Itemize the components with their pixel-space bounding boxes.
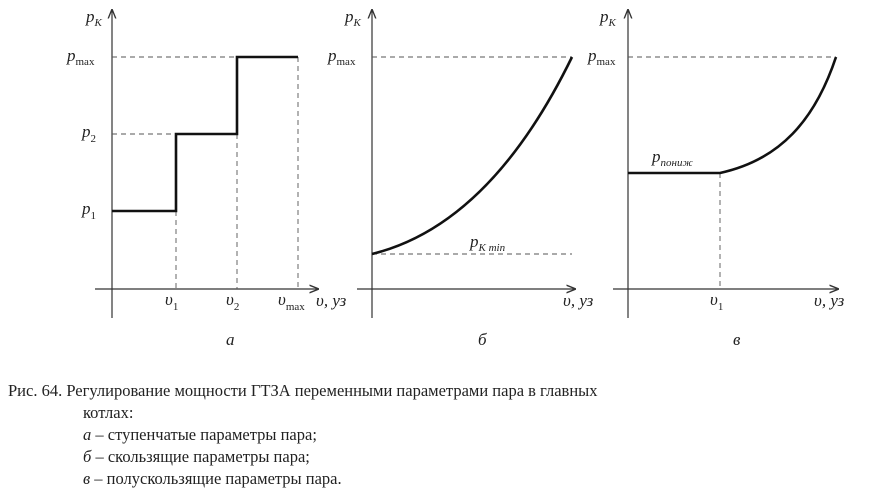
panel-a-caption-letter: а [226,330,235,349]
panel-b-pmax-label: pmax [327,46,356,68]
panel-a-p2-label: p2 [81,122,96,145]
panel-a-vmax-label: υmax [278,290,305,313]
caption-item-b: б – скользящие параметры пара; [8,446,858,468]
panel-b-pkmin-label: pK min [469,232,506,254]
panel-c-caption-letter: в [733,330,741,349]
panel-c-v1-label: υ1 [710,290,723,313]
panel-a-v1-label: υ1 [165,290,178,313]
caption-item-a: а – ступенчатые параметры пара; [8,424,858,446]
panel-a-pmax-label: pmax [66,46,95,68]
panel-a-x-axis-label: υ, уз [316,291,347,310]
caption-title: Рис. 64. Регулирование мощности ГТЗА пер… [8,381,598,400]
figure-caption: Рис. 64. Регулирование мощности ГТЗА пер… [8,380,858,490]
panel-c-semisliding-curve [628,56,838,175]
caption-item-b-letter: б [83,447,92,466]
panel-b-x-axis-label: υ, уз [563,291,594,310]
caption-item-a-text: – ступенчатые параметры пара; [91,425,317,444]
figure-diagrams: pК υ, уз pmax p2 p1 υ1 υ2 υmax а pК υ, у… [66,7,845,349]
panel-c-pmax-label: pmax [587,46,616,68]
caption-item-b-text: – скользящие параметры пара; [91,447,310,466]
panel-a: pК υ, уз pmax p2 p1 υ1 υ2 υmax а [66,7,347,349]
panel-c: pК υ, уз pmax pпониж υ1 в [587,7,845,349]
caption-title-continued: котлах: [83,403,134,422]
caption-item-c: в – полускользящие параметры пара. [8,468,858,490]
panel-c-x-axis-label: υ, уз [814,291,845,310]
panel-c-ponizh-label: pпониж [651,147,693,169]
panel-a-p1-label: p1 [81,199,96,222]
caption-item-c-letter: в [83,469,91,488]
panel-c-y-axis-label: pК [599,7,617,29]
panel-b-y-axis-label: pК [344,7,362,29]
panel-b-sliding-curve [371,56,574,256]
panel-a-step-curve [112,55,298,213]
caption-item-a-letter: а [83,425,92,444]
panel-a-y-axis-label: pК [85,7,103,29]
panel-b: pК υ, уз pmax pK min б [327,7,594,349]
panel-a-v2-label: υ2 [226,290,239,313]
panel-b-caption-letter: б [478,330,487,349]
caption-item-c-text: – полускользящие параметры пара. [90,469,342,488]
